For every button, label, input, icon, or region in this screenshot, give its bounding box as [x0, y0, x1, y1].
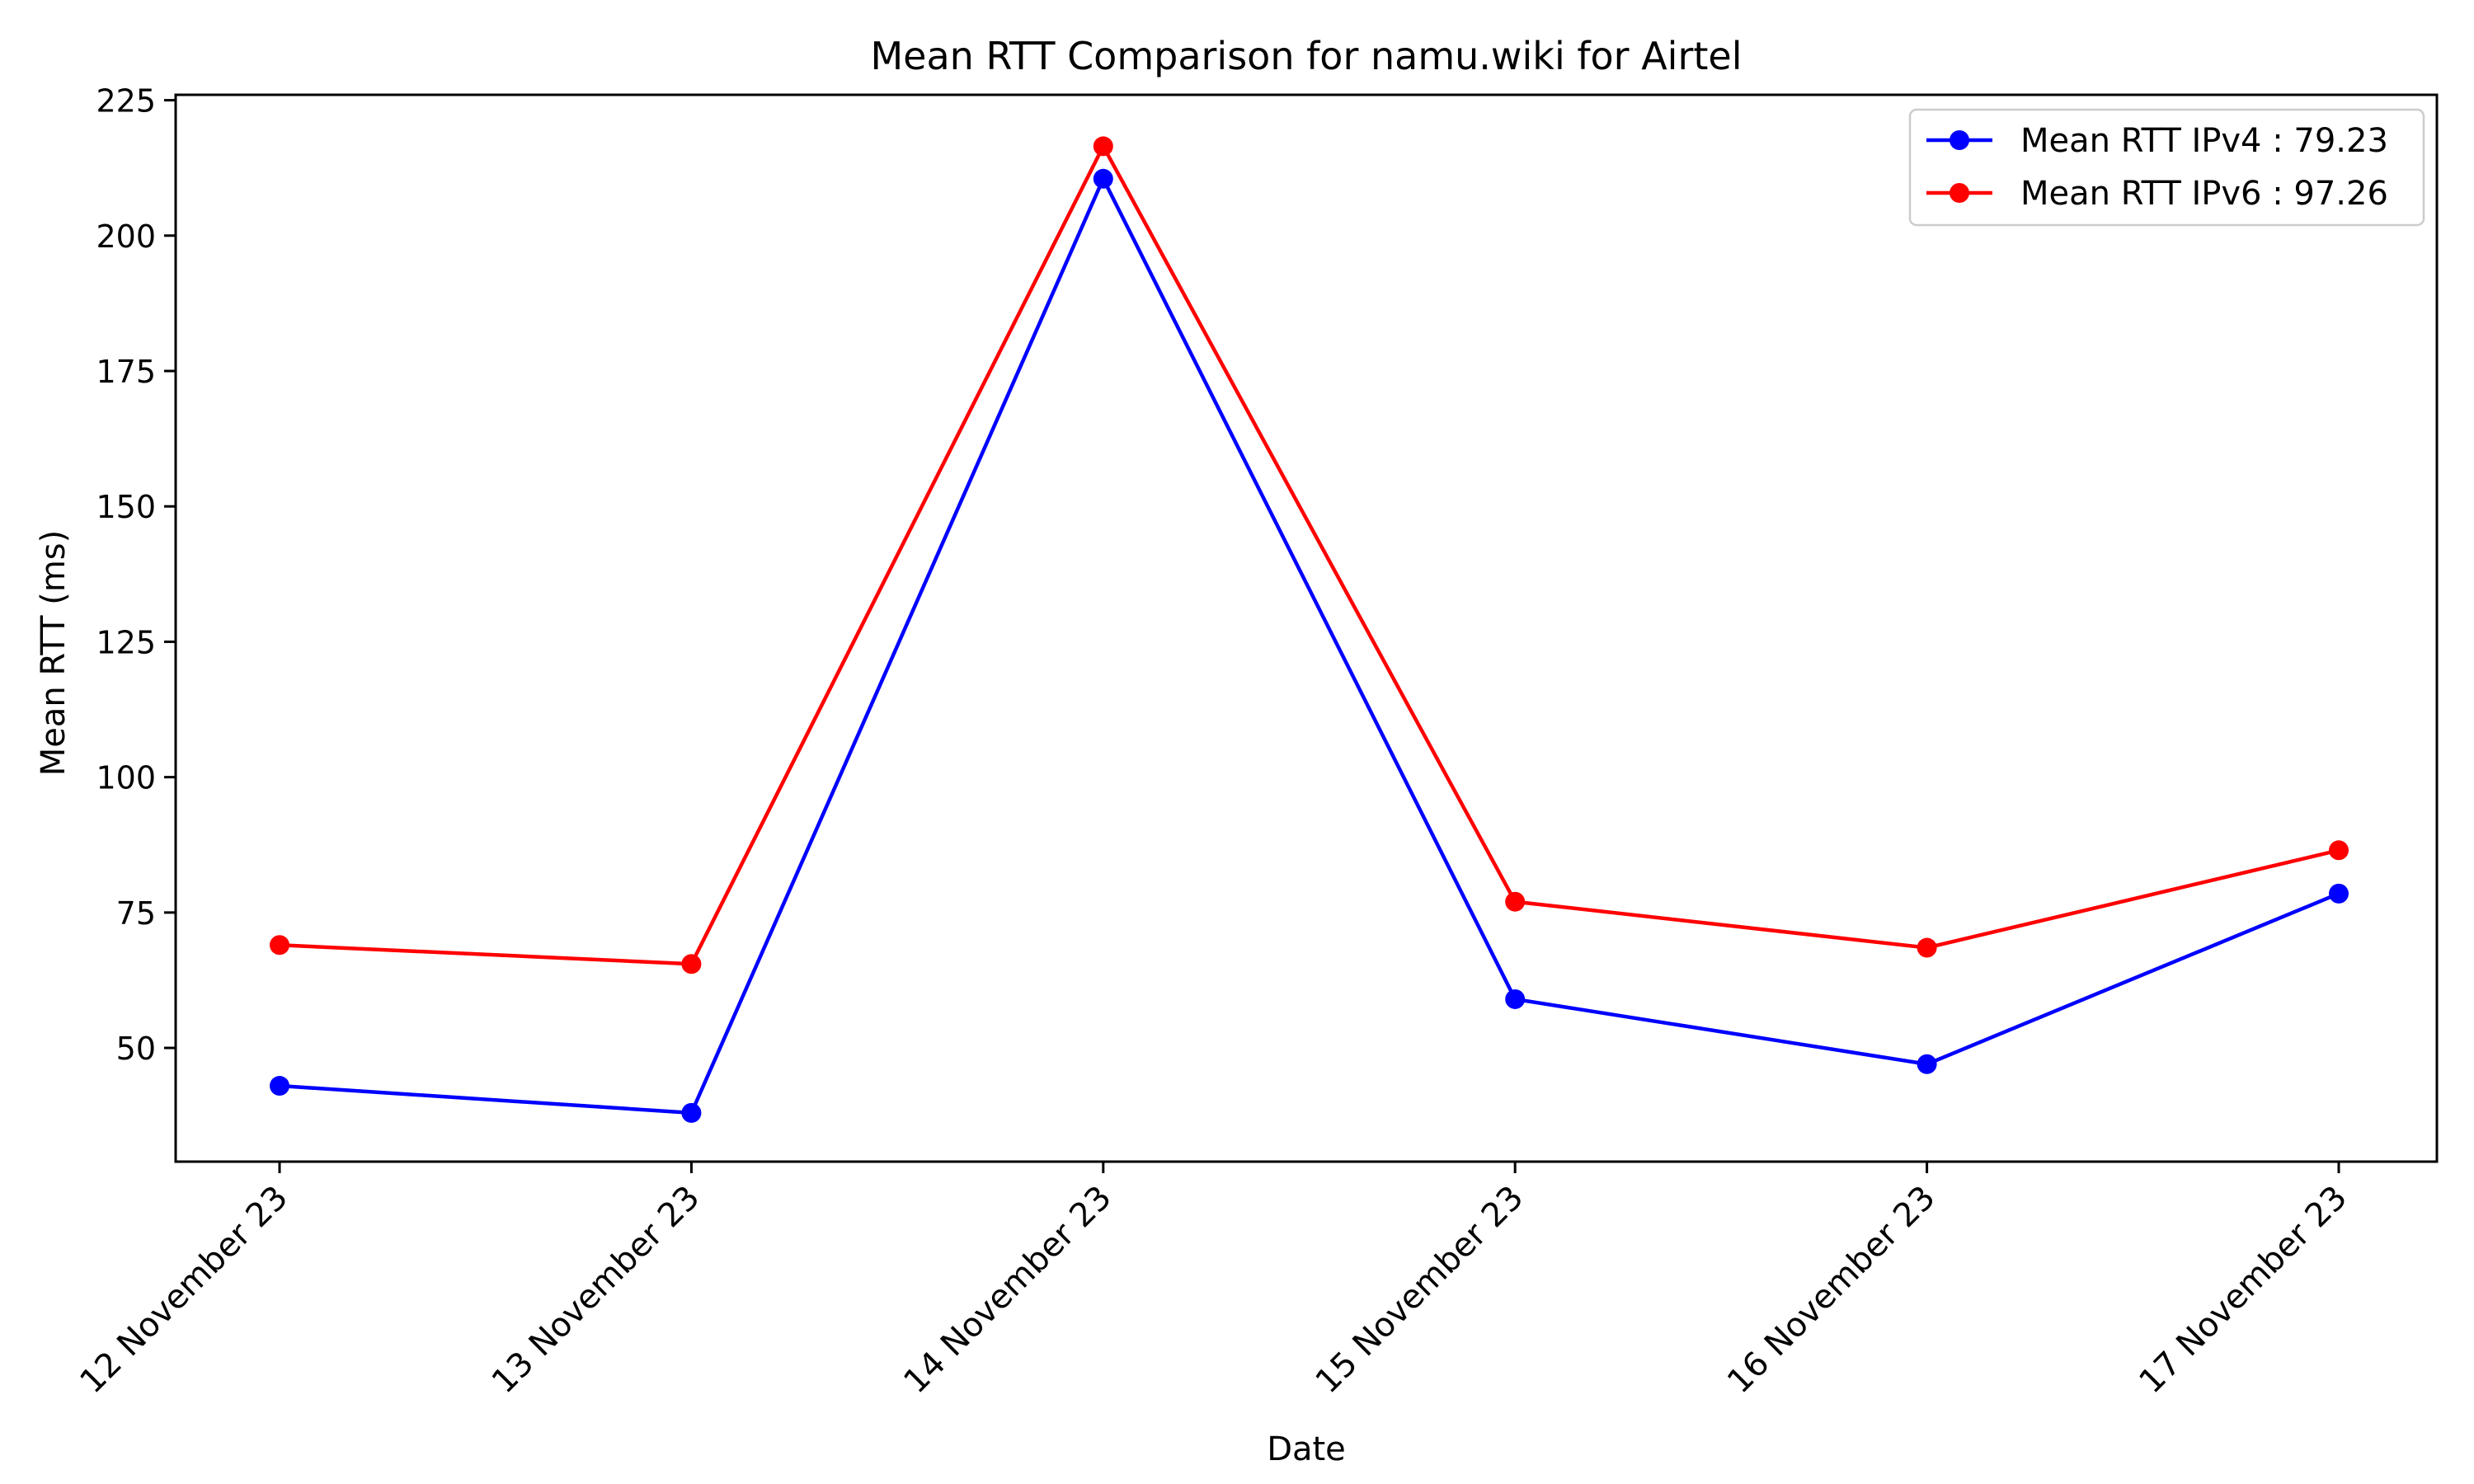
legend-label: Mean RTT IPv6 : 97.26: [2020, 175, 2388, 213]
data-point: [1505, 989, 1526, 1009]
data-point: [1505, 891, 1526, 912]
legend-label: Mean RTT IPv4 : 79.23: [2020, 122, 2388, 160]
data-point: [270, 1076, 289, 1097]
data-point: [1093, 136, 1113, 157]
y-tick-label: 100: [96, 760, 156, 796]
data-point: [681, 954, 702, 974]
legend-swatch-marker: [1950, 130, 1969, 150]
data-point: [270, 935, 289, 956]
data-point: [2329, 840, 2349, 861]
y-tick-label: 125: [96, 624, 156, 660]
series-layer: [270, 136, 2349, 1123]
legend-box: [1908, 108, 2425, 227]
y-tick-label: 75: [116, 895, 156, 932]
y-tick-label: 50: [116, 1031, 156, 1067]
series-line: [279, 144, 2340, 966]
y-tick-label: 150: [96, 489, 156, 525]
y-tick-label: 225: [96, 83, 156, 120]
y-tick-label: 200: [96, 218, 156, 255]
legend-swatch-marker: [1950, 183, 1969, 203]
x-axis-label: Date: [1267, 1430, 1346, 1468]
data-point: [1917, 1054, 1937, 1074]
y-axis-ticks: 50 75 100 125 150 175 200 225: [96, 83, 176, 1067]
chart-title: Mean RTT Comparison for namu.wiki for Ai…: [870, 34, 1742, 78]
series-line: [279, 176, 2340, 1115]
series-ipv6: [270, 136, 2349, 974]
y-tick-label: 175: [96, 354, 156, 390]
plot-area-frame: [174, 93, 2439, 1163]
data-point: [681, 1102, 702, 1123]
y-axis-label: Mean RTT (ms): [35, 530, 73, 776]
series-ipv4: [270, 168, 2349, 1123]
legend: Mean RTT IPv4 : 79.23 Mean RTT IPv6 : 97.…: [1908, 108, 2425, 227]
data-point: [2329, 883, 2349, 904]
data-point: [1917, 937, 1937, 958]
data-point: [1093, 168, 1113, 189]
